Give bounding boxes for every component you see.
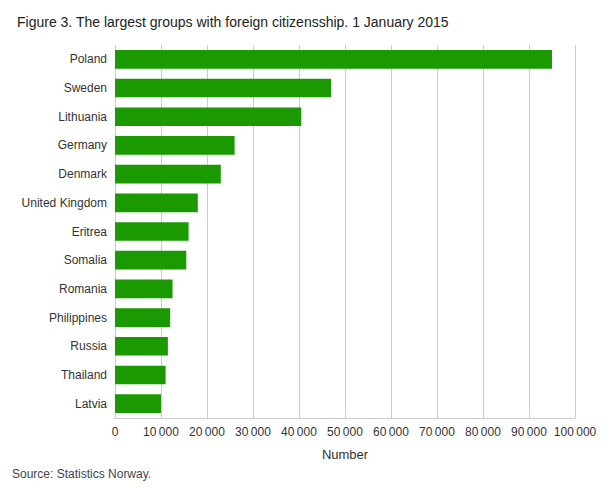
svg-text:10 000: 10 000 (143, 425, 179, 439)
svg-text:30 000: 30 000 (235, 425, 271, 439)
svg-text:Somalia: Somalia (64, 253, 108, 267)
svg-text:70 000: 70 000 (419, 425, 455, 439)
svg-text:Romania: Romania (59, 282, 107, 296)
svg-text:Latvia: Latvia (75, 397, 107, 411)
svg-text:80 000: 80 000 (465, 425, 501, 439)
svg-text:Thailand: Thailand (61, 368, 107, 382)
svg-text:90 000: 90 000 (511, 425, 547, 439)
svg-text:Denmark: Denmark (58, 167, 108, 181)
svg-text:Number: Number (322, 447, 369, 462)
svg-text:40 000: 40 000 (281, 425, 317, 439)
svg-text:Source: Statistics Norway.: Source: Statistics Norway. (12, 467, 151, 481)
svg-text:Sweden: Sweden (64, 81, 107, 95)
svg-text:Eritrea: Eritrea (72, 225, 108, 239)
svg-text:Lithuania: Lithuania (58, 110, 107, 124)
svg-text:20 000: 20 000 (189, 425, 225, 439)
svg-text:Germany: Germany (58, 138, 107, 152)
svg-text:0: 0 (112, 425, 119, 439)
svg-text:60 000: 60 000 (373, 425, 409, 439)
svg-text:United Kingdom: United Kingdom (22, 196, 107, 210)
svg-text:Philippines: Philippines (49, 311, 107, 325)
svg-text:50 000: 50 000 (327, 425, 363, 439)
svg-text:Poland: Poland (70, 52, 107, 66)
svg-text:Russia: Russia (70, 339, 107, 353)
svg-text:100 000: 100 000 (554, 425, 597, 439)
svg-text:Figure 3. The largest groups w: Figure 3. The largest groups with foreig… (17, 14, 449, 30)
